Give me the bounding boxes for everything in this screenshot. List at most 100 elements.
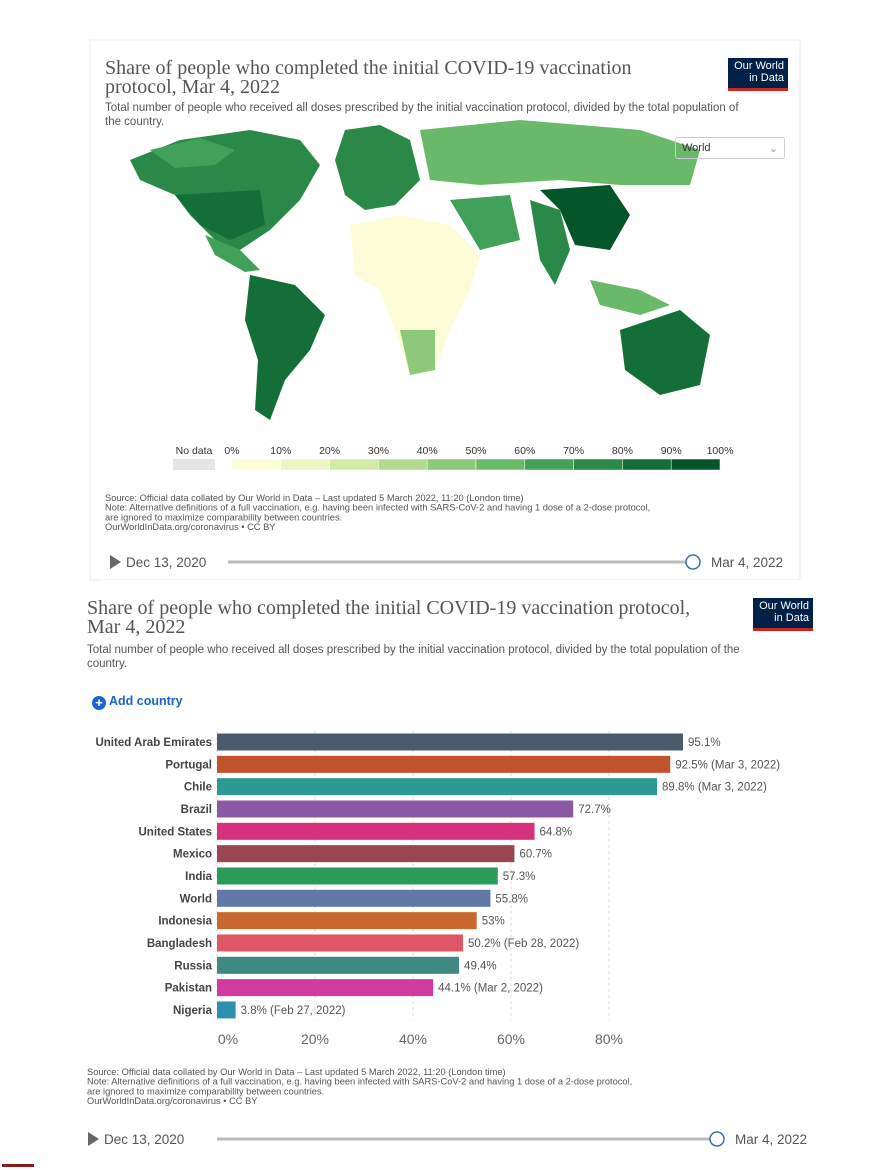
legend-label: 90%: [661, 445, 682, 457]
value-label: 57.3%: [503, 871, 536, 883]
logo-line: in Data: [774, 612, 809, 624]
map-subtitle: Total number of people who received all …: [105, 102, 739, 128]
x-tick-label: 80%: [595, 1031, 623, 1047]
legend-swatch: [280, 458, 330, 471]
value-label: 50.2% (Feb 28, 2022): [468, 938, 579, 950]
bar[interactable]: [217, 845, 515, 863]
legend-swatch: [524, 458, 574, 471]
decor: [2, 1164, 34, 1167]
category-label: Indonesia: [158, 916, 212, 928]
bar[interactable]: [217, 755, 671, 773]
source-line: Note: Alternative definitions of a full …: [105, 503, 650, 513]
category-label: Nigeria: [173, 1005, 213, 1017]
legend-swatch: [622, 458, 672, 471]
category-label: Portugal: [165, 759, 212, 771]
legend-label: 100%: [707, 445, 734, 457]
category-label: Bangladesh: [147, 938, 212, 950]
add-country-button[interactable]: + Add country: [92, 694, 183, 710]
usa: [175, 190, 265, 240]
bar[interactable]: [217, 822, 535, 840]
region-select[interactable]: World ⌄: [675, 137, 785, 159]
bar[interactable]: [217, 1001, 236, 1019]
timeline-end: Mar 4, 2022: [735, 1132, 807, 1147]
legend-swatch: [231, 458, 282, 471]
legend-label: 30%: [368, 445, 389, 457]
timeline-handle[interactable]: [709, 1131, 725, 1147]
timeline-start: Dec 13, 2020: [104, 1132, 184, 1147]
value-label: 72.7%: [578, 804, 611, 816]
source-line: OurWorldInData.org/coronavirus • CC BY: [87, 1096, 258, 1106]
add-country-label: Add country: [109, 694, 183, 708]
logo[interactable]: Our World in Data: [753, 598, 813, 631]
category-label: Pakistan: [165, 983, 212, 995]
europe: [335, 125, 420, 210]
bar[interactable]: [217, 800, 574, 818]
value-label: 55.8%: [495, 893, 528, 905]
legend-label: 70%: [563, 445, 584, 457]
legend-label: 0%: [224, 445, 239, 457]
africa: [350, 215, 480, 375]
category-label: United Arab Emirates: [95, 737, 212, 749]
legend-swatch: [426, 458, 477, 471]
india: [530, 200, 570, 285]
plus-icon: +: [92, 696, 106, 710]
logo[interactable]: Our World in Data: [728, 58, 788, 91]
value-label: 53%: [482, 916, 505, 928]
category-label: Brazil: [181, 804, 212, 816]
australia: [620, 310, 710, 395]
chart-title: Share of people who completed the initia…: [87, 597, 691, 638]
indonesia: [590, 280, 670, 315]
x-tick-label: 40%: [399, 1031, 427, 1047]
timeline-start: Dec 13, 2020: [126, 555, 206, 570]
play-button[interactable]: [88, 1132, 99, 1146]
source-line: Source: Official data collated by Our Wo…: [87, 1067, 506, 1077]
bar[interactable]: [217, 778, 658, 796]
logo-line: Our World: [759, 600, 809, 612]
legend-label: 10%: [270, 445, 291, 457]
legend-label: 80%: [612, 445, 633, 457]
legend-label: 50%: [465, 445, 486, 457]
category-label: Mexico: [173, 849, 212, 861]
x-tick-label: 60%: [497, 1031, 525, 1047]
value-label: 49.4%: [464, 960, 497, 972]
legend-swatch: [329, 458, 379, 471]
bar[interactable]: [217, 934, 463, 952]
select-value: World: [682, 142, 711, 154]
logo-line: in Data: [749, 72, 784, 84]
legend-swatch: [378, 458, 428, 471]
chart-subtitle: Total number of people who received all …: [87, 644, 740, 670]
category-label: United States: [139, 826, 213, 838]
legend-label: 20%: [319, 445, 340, 457]
legend-no-data: [173, 459, 215, 470]
chevron: ⌄: [768, 143, 778, 155]
play-button[interactable]: [110, 555, 121, 569]
bar[interactable]: [217, 733, 683, 751]
value-label: 64.8%: [540, 826, 573, 838]
x-tick-label: 20%: [301, 1031, 329, 1047]
south-america: [245, 275, 325, 420]
canada: [150, 138, 235, 168]
category-label: India: [185, 871, 212, 883]
bar[interactable]: [217, 979, 434, 997]
legend-swatch: [670, 458, 721, 471]
legend-label: No data: [176, 445, 213, 457]
value-label: 60.7%: [519, 849, 552, 861]
timeline-handle[interactable]: [685, 554, 701, 570]
legend-swatch: [573, 458, 623, 471]
source-line: are ignored to maximize comparability be…: [87, 1086, 324, 1096]
value-label: 3.8% (Feb 27, 2022): [241, 1005, 346, 1017]
bar[interactable]: [217, 956, 460, 974]
value-label: 89.8% (Mar 3, 2022): [662, 782, 767, 794]
central-america: [205, 235, 260, 272]
bar[interactable]: [217, 867, 498, 885]
legend-label: 60%: [514, 445, 535, 457]
source-line: Source: Official data collated by Our Wo…: [105, 493, 524, 503]
legend-swatch: [475, 458, 526, 471]
legend-label: 40%: [417, 445, 438, 457]
bar[interactable]: [217, 912, 477, 930]
russia: [420, 120, 700, 185]
world-map: [130, 120, 710, 420]
bar[interactable]: [217, 889, 491, 907]
value-label: 95.1%: [688, 737, 721, 749]
